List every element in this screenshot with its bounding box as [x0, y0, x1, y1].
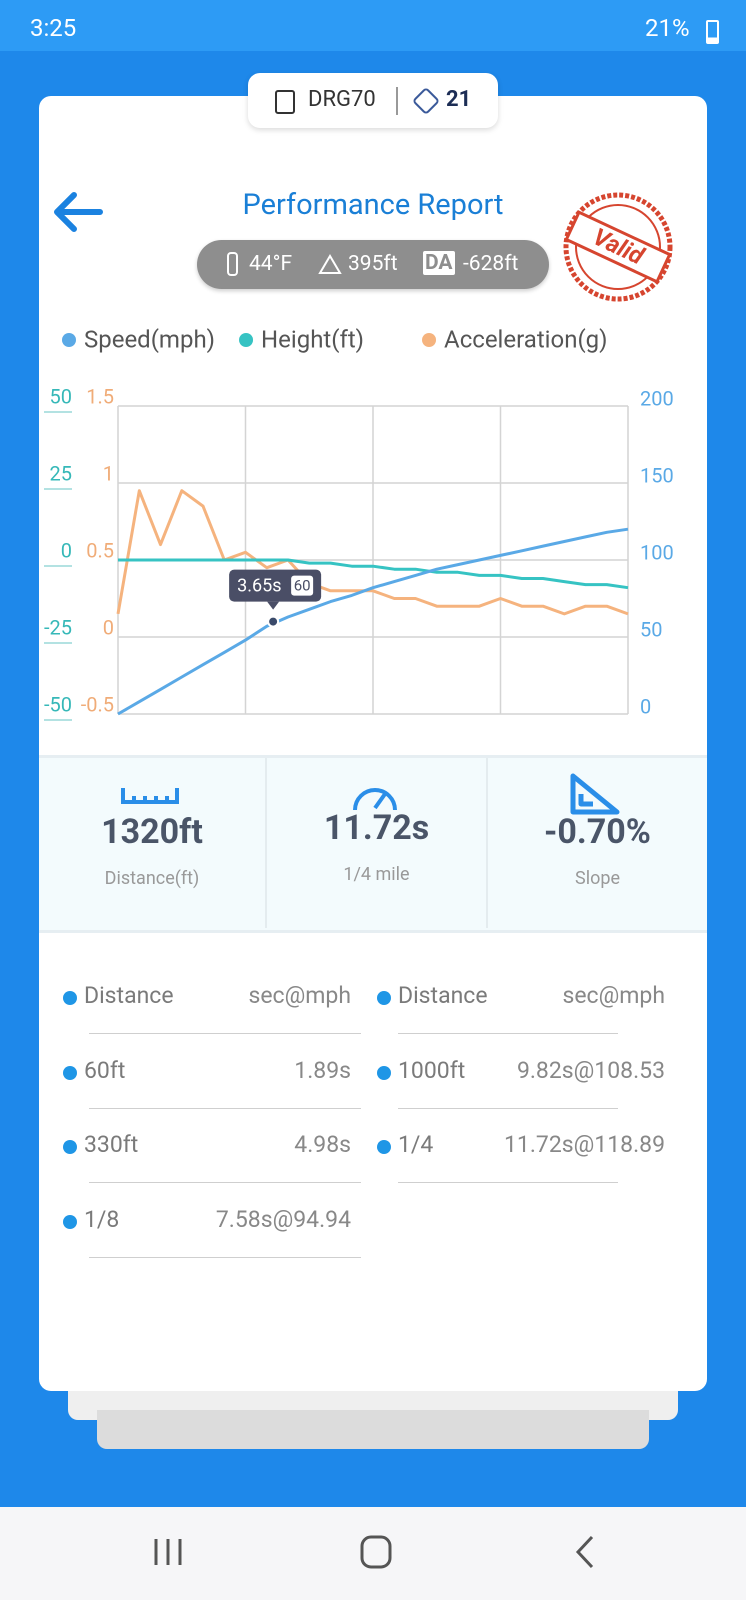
stat-value: 1320ft	[101, 812, 203, 852]
gauge-icon	[353, 788, 397, 811]
mountain-icon	[318, 254, 342, 274]
y2-tick-label: 200	[640, 386, 674, 410]
y2-tick-label: 150	[640, 463, 674, 487]
column-header: Distance	[398, 982, 488, 1009]
card	[39, 96, 707, 1391]
legend-label: Height(ft)	[261, 325, 364, 353]
row-name: 60ft	[84, 1056, 126, 1084]
tooltip-point	[267, 615, 280, 628]
valid-stamp: Valid	[563, 192, 673, 302]
conditions-pill: 44°F 395ft DA -628ft	[197, 240, 549, 289]
y3-tick-label: -0.5	[81, 692, 114, 716]
row-value: 1.89s	[294, 1056, 351, 1084]
y-tick-label: 25	[50, 461, 72, 485]
stat-label: 1/4 mile	[343, 864, 410, 885]
row-name: 330ft	[84, 1131, 139, 1158]
stat-label: Distance(ft)	[104, 868, 200, 889]
divider	[39, 755, 707, 758]
back-button[interactable]	[52, 190, 104, 234]
temperature: 44°F	[249, 252, 293, 276]
row-dot	[377, 1140, 391, 1154]
line-series	[117, 527, 629, 716]
device-name: DRG70	[308, 87, 376, 112]
y-tick-label: 0	[61, 538, 72, 562]
column-header: sec@mph	[248, 982, 351, 1009]
y-tick-label: -50	[44, 692, 72, 716]
row-divider	[89, 1256, 361, 1258]
legend-label: Acceleration(g)	[444, 325, 607, 353]
stat-value: 11.72s	[323, 808, 430, 848]
stats-band: 1320ft Distance(ft) 11.72s 1/4 mile -0.70% Sl…	[39, 758, 707, 930]
page-title: Performance Report	[242, 188, 504, 222]
row-dot	[377, 991, 391, 1005]
status-bar: 3:25 21%	[0, 0, 746, 51]
row-name: 1/8	[84, 1205, 120, 1233]
nav-bar	[0, 1507, 746, 1600]
y2-tick-label: 50	[640, 617, 662, 641]
row-divider	[89, 1182, 361, 1183]
tooltip-y: 60	[294, 577, 311, 595]
clock: 3:25	[30, 14, 77, 42]
back-nav-button[interactable]	[572, 1533, 598, 1571]
recents-button[interactable]	[150, 1535, 186, 1569]
row-value: 9.82s@108.53	[516, 1056, 665, 1084]
divider	[396, 87, 398, 115]
row-name: 1000ft	[398, 1056, 466, 1084]
row-dot	[63, 1140, 77, 1154]
legend-dot	[239, 333, 254, 347]
row-dot	[377, 1065, 391, 1080]
tooltip-badge	[291, 575, 314, 596]
row-divider	[398, 1107, 618, 1109]
divider	[265, 758, 267, 928]
battery-icon	[706, 20, 719, 44]
column-header: Distance	[84, 982, 174, 1009]
divider	[486, 758, 488, 928]
legend-label: Speed(mph)	[84, 325, 215, 353]
altitude: 395ft	[348, 252, 398, 276]
row-value: 4.98s	[294, 1131, 351, 1158]
device-pill[interactable]: DRG70 21	[248, 73, 498, 128]
ruler-icon	[121, 788, 179, 804]
legend-dot	[422, 333, 437, 347]
row-value: 7.58s@94.94	[215, 1205, 351, 1233]
divider	[39, 930, 707, 933]
row-divider	[89, 1107, 361, 1109]
y-tick-label: -25	[44, 615, 72, 639]
legend-dot	[62, 333, 76, 347]
y3-tick-label: 0	[103, 615, 114, 639]
chart: Speed(mph) Height(ft) Acceleration(g) -50 -2…	[44, 325, 674, 721]
y3-tick-label: 0.5	[86, 538, 114, 562]
battery: 21%	[645, 14, 690, 42]
row-dot	[63, 1214, 77, 1229]
y2-tick-label: 0	[640, 694, 651, 718]
thermometer-icon	[227, 252, 238, 276]
home-button[interactable]	[358, 1533, 396, 1571]
count-icon	[411, 86, 441, 116]
y3-tick-label: 1.5	[86, 384, 114, 408]
row-divider	[89, 1033, 361, 1034]
row-divider	[398, 1182, 618, 1183]
row-dot	[63, 1065, 77, 1080]
slope-icon	[570, 773, 620, 815]
device-icon	[275, 90, 295, 114]
tooltip-x: 3.65s	[237, 575, 281, 596]
device-count: 21	[446, 87, 472, 112]
row-value: 11.72s@118.89	[504, 1131, 665, 1158]
line-series	[116, 489, 629, 616]
row-name: 1/4	[398, 1131, 434, 1158]
row-divider	[398, 1033, 618, 1034]
y-tick-label: 50	[50, 384, 72, 408]
density-altitude: -628ft	[463, 252, 519, 276]
stat-label: Slope	[575, 868, 620, 889]
line-series	[118, 558, 629, 590]
da-badge: DA	[423, 251, 455, 275]
row-dot	[63, 991, 77, 1005]
y3-tick-label: 1	[103, 461, 114, 485]
tooltip-pointer	[267, 601, 280, 610]
stat-value: -0.70%	[544, 812, 651, 852]
y2-tick-label: 100	[640, 540, 674, 564]
column-header: sec@mph	[562, 982, 665, 1009]
sheet-back	[97, 1410, 649, 1449]
